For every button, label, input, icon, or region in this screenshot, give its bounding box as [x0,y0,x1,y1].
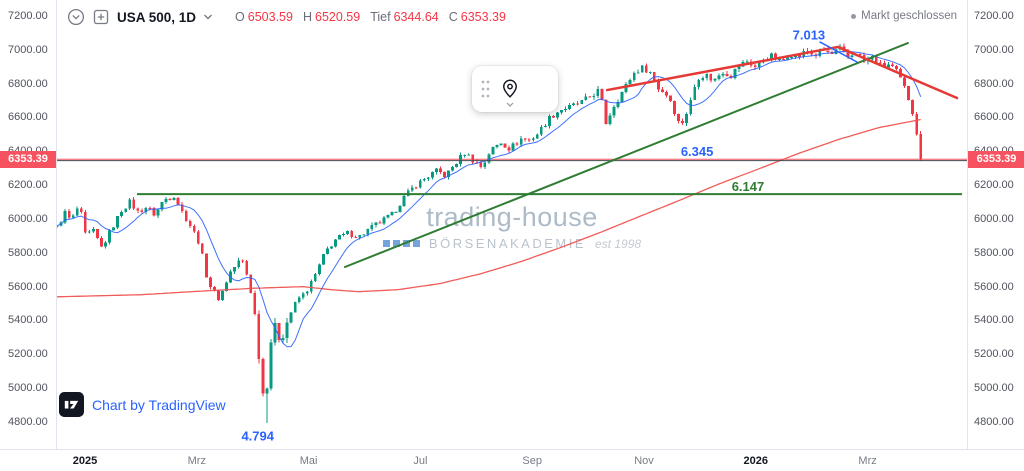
chart-header: USA 500, 1D O 6503.59 H 6520.59 Tief 634… [67,8,506,26]
price-tick-label: 6000.00 [974,212,1014,225]
price-tick-label: 4800.00 [8,415,48,428]
symbol-title[interactable]: USA 500, 1D [117,9,197,25]
attribution-link[interactable]: Chart by TradingView [92,396,226,413]
trend-line-rising-resistance[interactable] [605,45,840,92]
price-tick-label: 5000.00 [8,382,48,395]
price-tick-label: 5400.00 [8,314,48,327]
ma-slow-line [57,118,921,298]
map-pin-tool-button[interactable] [491,70,529,108]
annotation-7.013[interactable]: 7.013 [793,27,826,42]
add-symbol-icon[interactable] [92,8,110,26]
high-label: H [302,10,312,24]
price-tick-label: 7000.00 [974,43,1014,56]
time-tick-label: Nov [634,455,654,467]
price-tick-label: 7200.00 [974,10,1014,22]
price-tick-label: 4800.00 [974,415,1014,428]
map-pin-icon [503,79,517,98]
price-tick-label: 6000.00 [8,212,48,225]
market-status-dot-icon [851,13,857,19]
price-axis-right[interactable]: 6353.39 7200.007000.006800.006600.006400… [967,0,1024,449]
price-tick-label: 5400.00 [974,314,1014,327]
chevron-down-icon [506,102,514,107]
price-tick-label: 6200.00 [974,179,1014,192]
tradingview-attribution[interactable]: Chart by TradingView [59,392,226,417]
price-tick-label: 6800.00 [8,77,48,90]
annotation-4.794[interactable]: 4.794 [241,429,274,444]
chart-pane[interactable]: trading-house BÖRSENAKADEMIE est 1998 7.… [57,0,967,449]
close-label: C [448,10,458,24]
open-value: 6503.59 [247,10,293,24]
price-axis-left[interactable]: 6353.39 7200.007000.006800.006600.006400… [0,0,57,449]
trend-line-peak-label-pointer[interactable] [819,41,858,63]
market-status: Markt geschlossen [851,10,957,22]
time-tick-label: Mrz [187,455,206,467]
trend-line-descending-resistance[interactable] [836,45,959,100]
candlestick-chart[interactable]: 7.013 6.345 6.147 4.794 [57,0,967,449]
price-tick-label: 7000.00 [8,43,48,56]
price-tick-label: 5200.00 [974,348,1014,361]
time-tick-label: Mrz [858,455,877,467]
close-value: 6353.39 [460,10,506,24]
price-tick-label: 5600.00 [974,280,1014,293]
price-tick-label: 6200.00 [8,179,48,192]
time-tick-label: 2026 [743,455,769,467]
drag-handle[interactable] [480,78,491,100]
time-tick-label: 2025 [72,455,98,467]
price-tick-label: 6600.00 [8,111,48,124]
drawing-toolbar-floating [472,66,558,112]
ma-fast-line [57,50,922,348]
price-tick-label: 5000.00 [974,382,1014,395]
low-label: Tief [370,10,391,24]
low-value: 6344.64 [393,10,439,24]
price-tick-label: 5200.00 [8,348,48,361]
candles-layer [57,43,923,423]
market-status-text: Markt geschlossen [861,10,957,22]
high-value: 6520.59 [315,10,361,24]
price-tick-label: 5600.00 [8,280,48,293]
price-tick-label: 7200.00 [8,10,48,22]
price-tick-label: 6600.00 [974,111,1014,124]
price-tick-label: 5800.00 [974,246,1014,259]
price-tick-label: 6800.00 [974,77,1014,90]
time-tick-label: Jul [413,455,428,467]
current-price-tag-right: 6353.39 [968,150,1024,168]
collapse-icon[interactable] [67,8,85,26]
time-axis[interactable]: 2025 Mrz Mai Jul Sep Nov 2026 Mrz [0,449,1024,471]
price-tick-label: 5800.00 [8,246,48,259]
time-tick-label: Sep [522,455,542,467]
chevron-down-icon[interactable] [203,13,213,21]
time-tick-label: Mai [299,455,318,467]
ohlc-readout: O 6503.59 H 6520.59 Tief 6344.64 C 6353.… [228,10,506,24]
annotation-6.147[interactable]: 6.147 [732,179,765,194]
current-price-tag-left: 6353.39 [0,150,56,168]
tradingview-logo-icon [59,392,84,417]
trend-line-ascending-support[interactable] [343,42,909,269]
annotation-6.345[interactable]: 6.345 [681,144,714,159]
open-label: O [235,10,245,24]
